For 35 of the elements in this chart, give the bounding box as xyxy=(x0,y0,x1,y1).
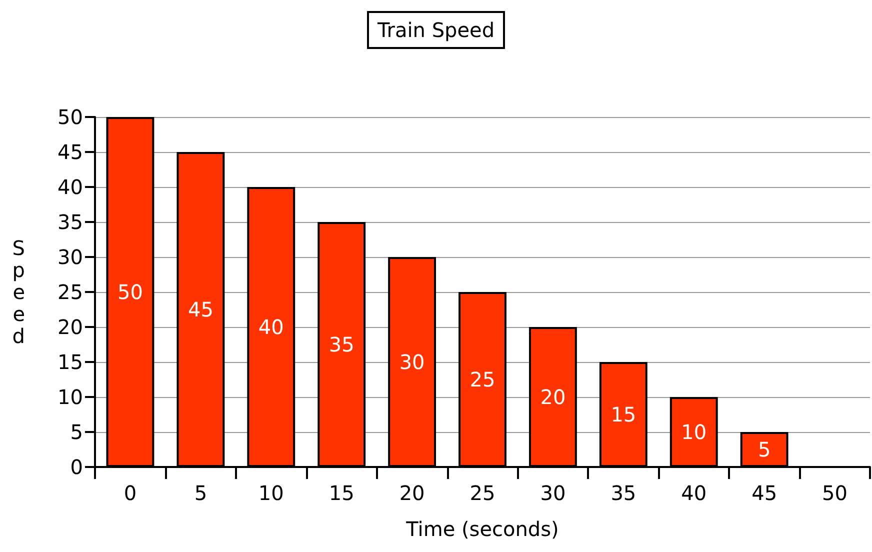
x-tick-label: 25 xyxy=(470,481,496,505)
y-tick-label: 45 xyxy=(58,140,83,164)
y-tick-label: 15 xyxy=(58,350,83,374)
x-tick-label: 5 xyxy=(194,481,208,505)
x-tick-label: 20 xyxy=(399,481,425,505)
y-tick-label: 30 xyxy=(58,245,83,269)
y-tick-label: 0 xyxy=(70,455,83,479)
data-label: 45 xyxy=(188,298,214,322)
y-tick-label: 50 xyxy=(58,105,83,129)
data-label: 40 xyxy=(258,315,284,339)
data-label: 50 xyxy=(118,280,143,304)
x-axis-title: Time (seconds) xyxy=(405,517,559,541)
data-label: 35 xyxy=(328,332,354,356)
data-label: 15 xyxy=(610,402,636,426)
y-axis-title: Speed xyxy=(12,236,25,348)
y-tick-label: 35 xyxy=(58,210,83,234)
y-tick-label: 20 xyxy=(58,315,83,339)
data-label: 25 xyxy=(470,368,496,392)
data-label: 30 xyxy=(399,350,425,374)
x-tick-label: 10 xyxy=(258,481,284,505)
y-tick-label: 25 xyxy=(58,280,83,304)
chart-title: Train Speed xyxy=(376,18,495,42)
x-tick-label: 15 xyxy=(328,481,354,505)
x-tick-label: 30 xyxy=(540,481,566,505)
x-tick-label: 40 xyxy=(681,481,707,505)
data-label: 5 xyxy=(758,438,771,462)
x-tick-label: 45 xyxy=(752,481,778,505)
y-tick-label: 5 xyxy=(70,420,83,444)
data-label: 20 xyxy=(540,385,566,409)
y-tick-label: 10 xyxy=(58,385,83,409)
data-label: 10 xyxy=(681,420,707,444)
x-tick-label: 0 xyxy=(124,481,137,505)
x-tick-label: 35 xyxy=(610,481,636,505)
y-tick-label: 40 xyxy=(58,175,83,199)
x-tick-label: 50 xyxy=(822,481,848,505)
